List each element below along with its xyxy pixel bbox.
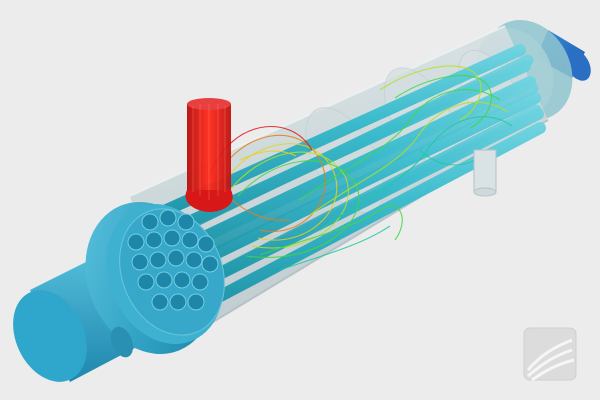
flow-streamlines bbox=[209, 65, 513, 271]
flange-lip bbox=[110, 326, 134, 358]
shell-outlet-nozzle bbox=[473, 149, 497, 197]
logo-icon bbox=[522, 326, 578, 382]
tubesheet bbox=[127, 209, 219, 311]
hot-inlet-nozzle bbox=[185, 98, 233, 212]
